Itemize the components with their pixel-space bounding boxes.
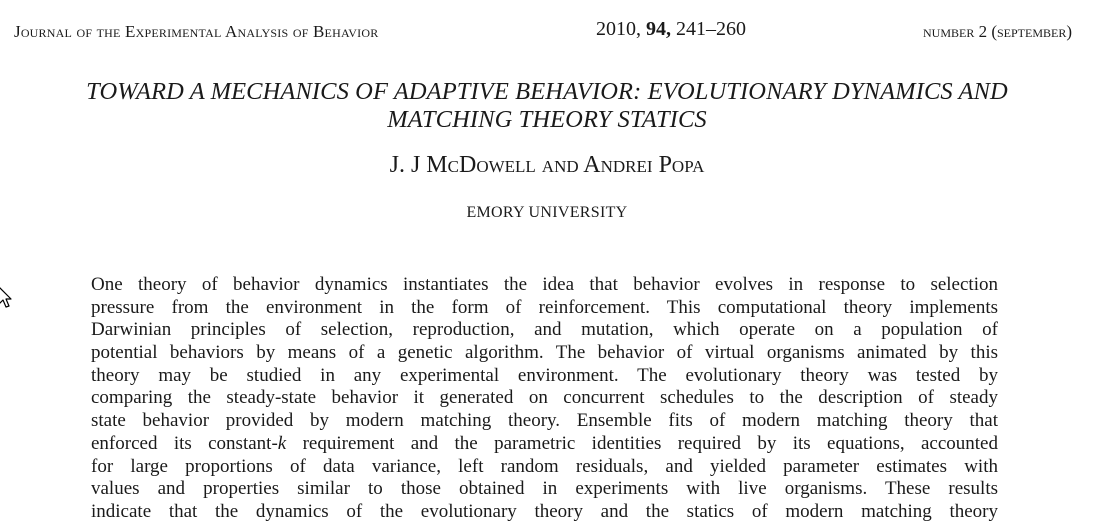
abstract-line: indicate that the dynamics of the evolut… [91,500,998,522]
abstract-line-part: requirement and the parametric identitie… [286,432,998,454]
journal-name: Journal of the Experimental Analysis of … [14,22,379,41]
authors: J. J McDowell and Andrei Popa [389,152,705,178]
abstract: One theory of behavior dynamics instanti… [91,274,998,524]
abstract-line: enforced its constant-k requirement and … [91,433,998,456]
mouse-pointer-icon [0,287,12,308]
abstract-line: comparing the steady-state behavior it g… [91,387,998,409]
running-head: Journal of the Experimental Analysis of … [14,18,1072,46]
abstract-line: state behavior provided by modern matchi… [91,410,998,432]
issue-number: number 2 (september) [922,22,1072,41]
abstract-line: One theory of behavior dynamics instanti… [91,274,998,295]
paper-title: TOWARD A MECHANICS OF ADAPTIVE BEHAVIOR:… [86,78,1008,133]
citation-pages: 241–260 [676,18,746,40]
abstract-line: potential behaviors by means of a geneti… [91,342,998,364]
abstract-line: pressure from the environment in the for… [91,296,998,318]
abstract-line: theory may be studied in any experimenta… [91,364,998,386]
affiliation: EMORY UNIVERSITY [466,204,628,221]
citation-volume: 94, [646,18,671,40]
abstract-line: values and properties similar to those o… [91,478,998,500]
abstract-line-part: enforced its constant- [91,432,278,454]
abstract-line: Darwinian principles of selection, repro… [91,319,998,341]
constant-k: k [277,432,287,454]
citation: 2010, 94, 241–260 [596,18,746,41]
abstract-line: for large proportions of data variance, … [91,455,998,477]
citation-year: 2010, [596,18,641,40]
